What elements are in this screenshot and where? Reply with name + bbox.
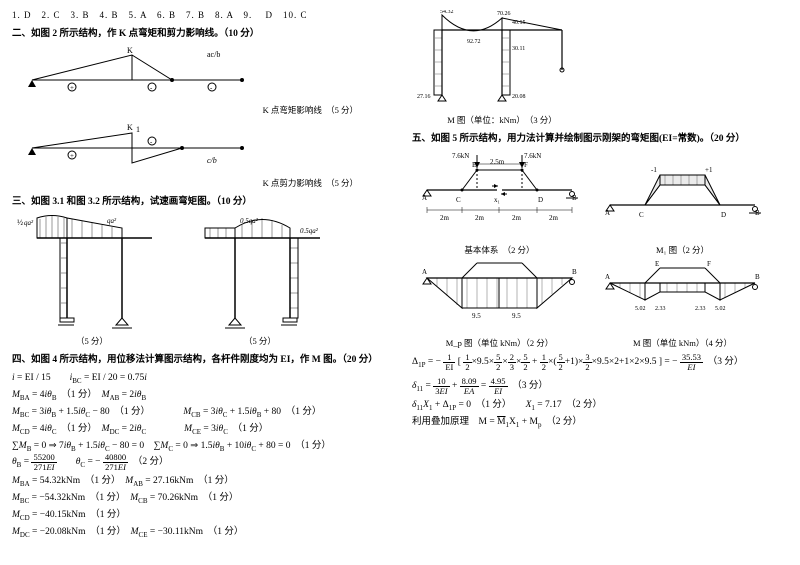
svg-text:2m: 2m — [475, 214, 485, 222]
q5-m-caption: M 图（单位 kNm）（4 分） — [595, 337, 770, 349]
q3-s1: （5 分） — [12, 335, 172, 347]
svg-text:-1: -1 — [651, 166, 657, 174]
q5-delta1p: Δ1P = − 1EI [ 12×9.5×52×23×52 + 12×(52+1… — [412, 353, 788, 371]
svg-text:2.33: 2.33 — [695, 306, 706, 312]
q5-delta11: δ11 = 103EI + 8.09EA = 4.95EI （3 分） — [412, 377, 788, 395]
q5-eq: δ11X1 + Δ1P = 0 （1 分） X1 = 7.17 （2 分） — [412, 396, 788, 412]
svg-text:A: A — [422, 268, 427, 276]
q4-l4: ∑MB = 0 ⇒ 7iθB + 1.5iθC − 80 = 0 ∑MC = 0… — [12, 437, 388, 453]
q5-mp-caption: M_p 图（单位 kNm）（2 分） — [412, 337, 587, 349]
svg-text:2m: 2m — [512, 214, 522, 222]
svg-text:qa²: qa² — [24, 219, 34, 227]
svg-text:D: D — [721, 211, 726, 219]
q2-title: 二、如图 2 所示结构，作 K 点弯矩和剪力影响线。（10 分） — [12, 25, 388, 39]
q5-m-diagram: A B E F 5.02 2.33 2.33 5.02 — [595, 258, 770, 333]
svg-text:qa²: qa² — [107, 217, 117, 225]
q4-l5: θB = 55200271EI θC = − 40800271EI （2 分） — [12, 453, 388, 471]
q5-basic-caption: 基本体系 （2 分） — [412, 244, 587, 256]
q5-mp-diagram: A B 9.5 9.5 — [412, 258, 587, 333]
svg-text:0.5qa²: 0.5qa² — [300, 227, 319, 235]
q2-cap1: K 点弯矩影响线 （5 分） — [12, 104, 388, 116]
svg-text:K: K — [127, 123, 133, 132]
svg-text:F: F — [707, 260, 711, 268]
svg-text:x₁: x₁ — [494, 196, 500, 204]
svg-text:B: B — [572, 268, 577, 276]
q4-l0: i = EI / 15 iBC = EI / 20 = 0.75i — [12, 369, 388, 385]
q5-basic-system: 7.6kN 2.5m 7.6kN AB CD EF x₁ 2m 2m 2m 2 — [412, 150, 587, 240]
svg-text:7.6kN: 7.6kN — [524, 152, 541, 160]
svg-text:2m: 2m — [440, 214, 450, 222]
svg-text:2m: 2m — [549, 214, 559, 222]
q2-cap2: K 点剪力影响线 （5 分） — [12, 177, 388, 189]
svg-text:0.5qa²: 0.5qa² — [240, 217, 259, 225]
q3-title: 三、如图 3.1 和图 3.2 所示结构，试速画弯矩图。（10 分） — [12, 193, 388, 207]
q3-diagram-1: ½qa² qa² — [12, 213, 172, 333]
svg-text:½: ½ — [17, 218, 23, 227]
svg-text:7.6kN: 7.6kN — [452, 152, 469, 160]
q4-l3: MCD = 4iθC （1 分） MDC = 2iθC MCE = 3iθC （… — [12, 420, 388, 436]
svg-text:20.08: 20.08 — [512, 94, 526, 100]
svg-text:1: 1 — [136, 125, 140, 134]
q3-diagram-2: 0.5qa² 0.5qa² — [180, 213, 340, 333]
svg-text:+: + — [70, 152, 74, 160]
q4-title: 四、如图 4 所示结构，用位移法计算图示结构，各杆件刚度均为 EI，作 M 图。… — [12, 351, 388, 365]
svg-text:70.26: 70.26 — [497, 11, 511, 17]
q4-l6: MBA = 54.32kNm （1 分） MAB = 27.16kNm （1 分… — [12, 472, 388, 488]
m-top-caption: M 图（单位：kNm） （3 分） — [412, 114, 592, 126]
svg-text:2.5m: 2.5m — [490, 158, 505, 166]
svg-text:5.02: 5.02 — [715, 306, 726, 312]
svg-text:2.33: 2.33 — [655, 306, 666, 312]
answer-keys: 1. D 2. C 3. B 4. B 5. A 6. B 7. B 8. A … — [12, 8, 388, 21]
svg-text:40.15: 40.15 — [512, 20, 526, 26]
svg-text:F: F — [524, 161, 528, 169]
svg-text:A: A — [422, 194, 427, 202]
q5-title: 五、如图 5 所示结构，用力法计算并绘制图示刚架的弯矩图(EI=常数)。（20 … — [412, 130, 788, 144]
q3-s2: （5 分） — [180, 335, 340, 347]
q5-m1-diagram: AB CD -1 +1 — [595, 150, 770, 240]
svg-text:54.32: 54.32 — [440, 10, 454, 15]
svg-text:K: K — [127, 46, 133, 55]
svg-text:E: E — [655, 260, 659, 268]
q5-m1-caption: M₁ 图（2 分） — [595, 244, 770, 256]
q4-l8: MCD = −40.15kNm （1 分） — [12, 506, 388, 522]
svg-text:c/b: c/b — [207, 156, 217, 165]
q4-l1: MBA = 4iθB （1 分） MAB = 2iθB — [12, 386, 388, 402]
m-diagram-top: 54.32 70.26 40.15 30.11 27.16 20.08 92.7… — [412, 10, 592, 110]
q4-l2: MBC = 3iθB + 1.5iθC − 80 （1 分） MCB = 3iθ… — [12, 403, 388, 419]
q2-shear-diagram: + - K 1 c/b — [12, 118, 272, 173]
q5-super: 利用叠加原理 M = M1X1 + Mp （2 分） — [412, 413, 788, 429]
svg-text:E: E — [472, 161, 476, 169]
svg-text:D: D — [538, 196, 543, 204]
svg-text:9.5: 9.5 — [472, 312, 481, 320]
q4-l7: MBC = −54.32kNm （1 分） MCB = 70.26kNm （1 … — [12, 489, 388, 505]
svg-text:27.16: 27.16 — [417, 94, 431, 100]
svg-text:C: C — [456, 196, 461, 204]
svg-text:+1: +1 — [705, 166, 713, 174]
q2-moment-diagram: + - - K ac/b — [12, 45, 272, 100]
q4-l9: MDC = −20.08kNm （1 分） MCE = −30.11kNm （1… — [12, 523, 388, 539]
svg-text:+: + — [70, 84, 74, 92]
svg-text:9.5: 9.5 — [512, 312, 521, 320]
svg-text:C: C — [639, 211, 644, 219]
svg-text:92.72: 92.72 — [467, 39, 481, 45]
svg-text:5.02: 5.02 — [635, 306, 646, 312]
svg-text:30.11: 30.11 — [512, 46, 525, 52]
svg-text:B: B — [755, 273, 760, 281]
svg-text:ac/b: ac/b — [207, 50, 220, 59]
svg-text:A: A — [605, 273, 610, 281]
svg-text:A: A — [605, 209, 610, 217]
